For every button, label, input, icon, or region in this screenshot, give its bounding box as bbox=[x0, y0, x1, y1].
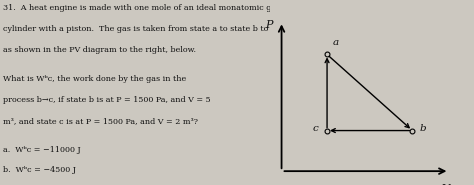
Text: as shown in the PV diagram to the right, below.: as shown in the PV diagram to the right,… bbox=[3, 46, 196, 54]
Text: cylinder with a piston.  The gas is taken from state a to state b to state c and: cylinder with a piston. The gas is taken… bbox=[3, 25, 378, 33]
Text: 31.  A heat engine is made with one mole of an ideal monatomic gas that is confi: 31. A heat engine is made with one mole … bbox=[3, 4, 364, 12]
Text: m³, and state c is at P = 1500 Pa, and V = 2 m³?: m³, and state c is at P = 1500 Pa, and V… bbox=[3, 117, 198, 125]
Text: P: P bbox=[265, 20, 273, 30]
Text: V: V bbox=[441, 184, 449, 185]
Text: What is Wᵇc, the work done by the gas in the: What is Wᵇc, the work done by the gas in… bbox=[3, 75, 186, 83]
Text: b.  Wᵇc = −4500 J: b. Wᵇc = −4500 J bbox=[3, 166, 76, 174]
Text: b: b bbox=[419, 124, 426, 132]
Text: a: a bbox=[333, 38, 339, 47]
Text: process b→c, if state b is at P = 1500 Pa, and V = 5: process b→c, if state b is at P = 1500 P… bbox=[3, 96, 210, 104]
Text: a.  Wᵇc = −11000 J: a. Wᵇc = −11000 J bbox=[3, 146, 81, 154]
Text: c: c bbox=[313, 124, 319, 132]
